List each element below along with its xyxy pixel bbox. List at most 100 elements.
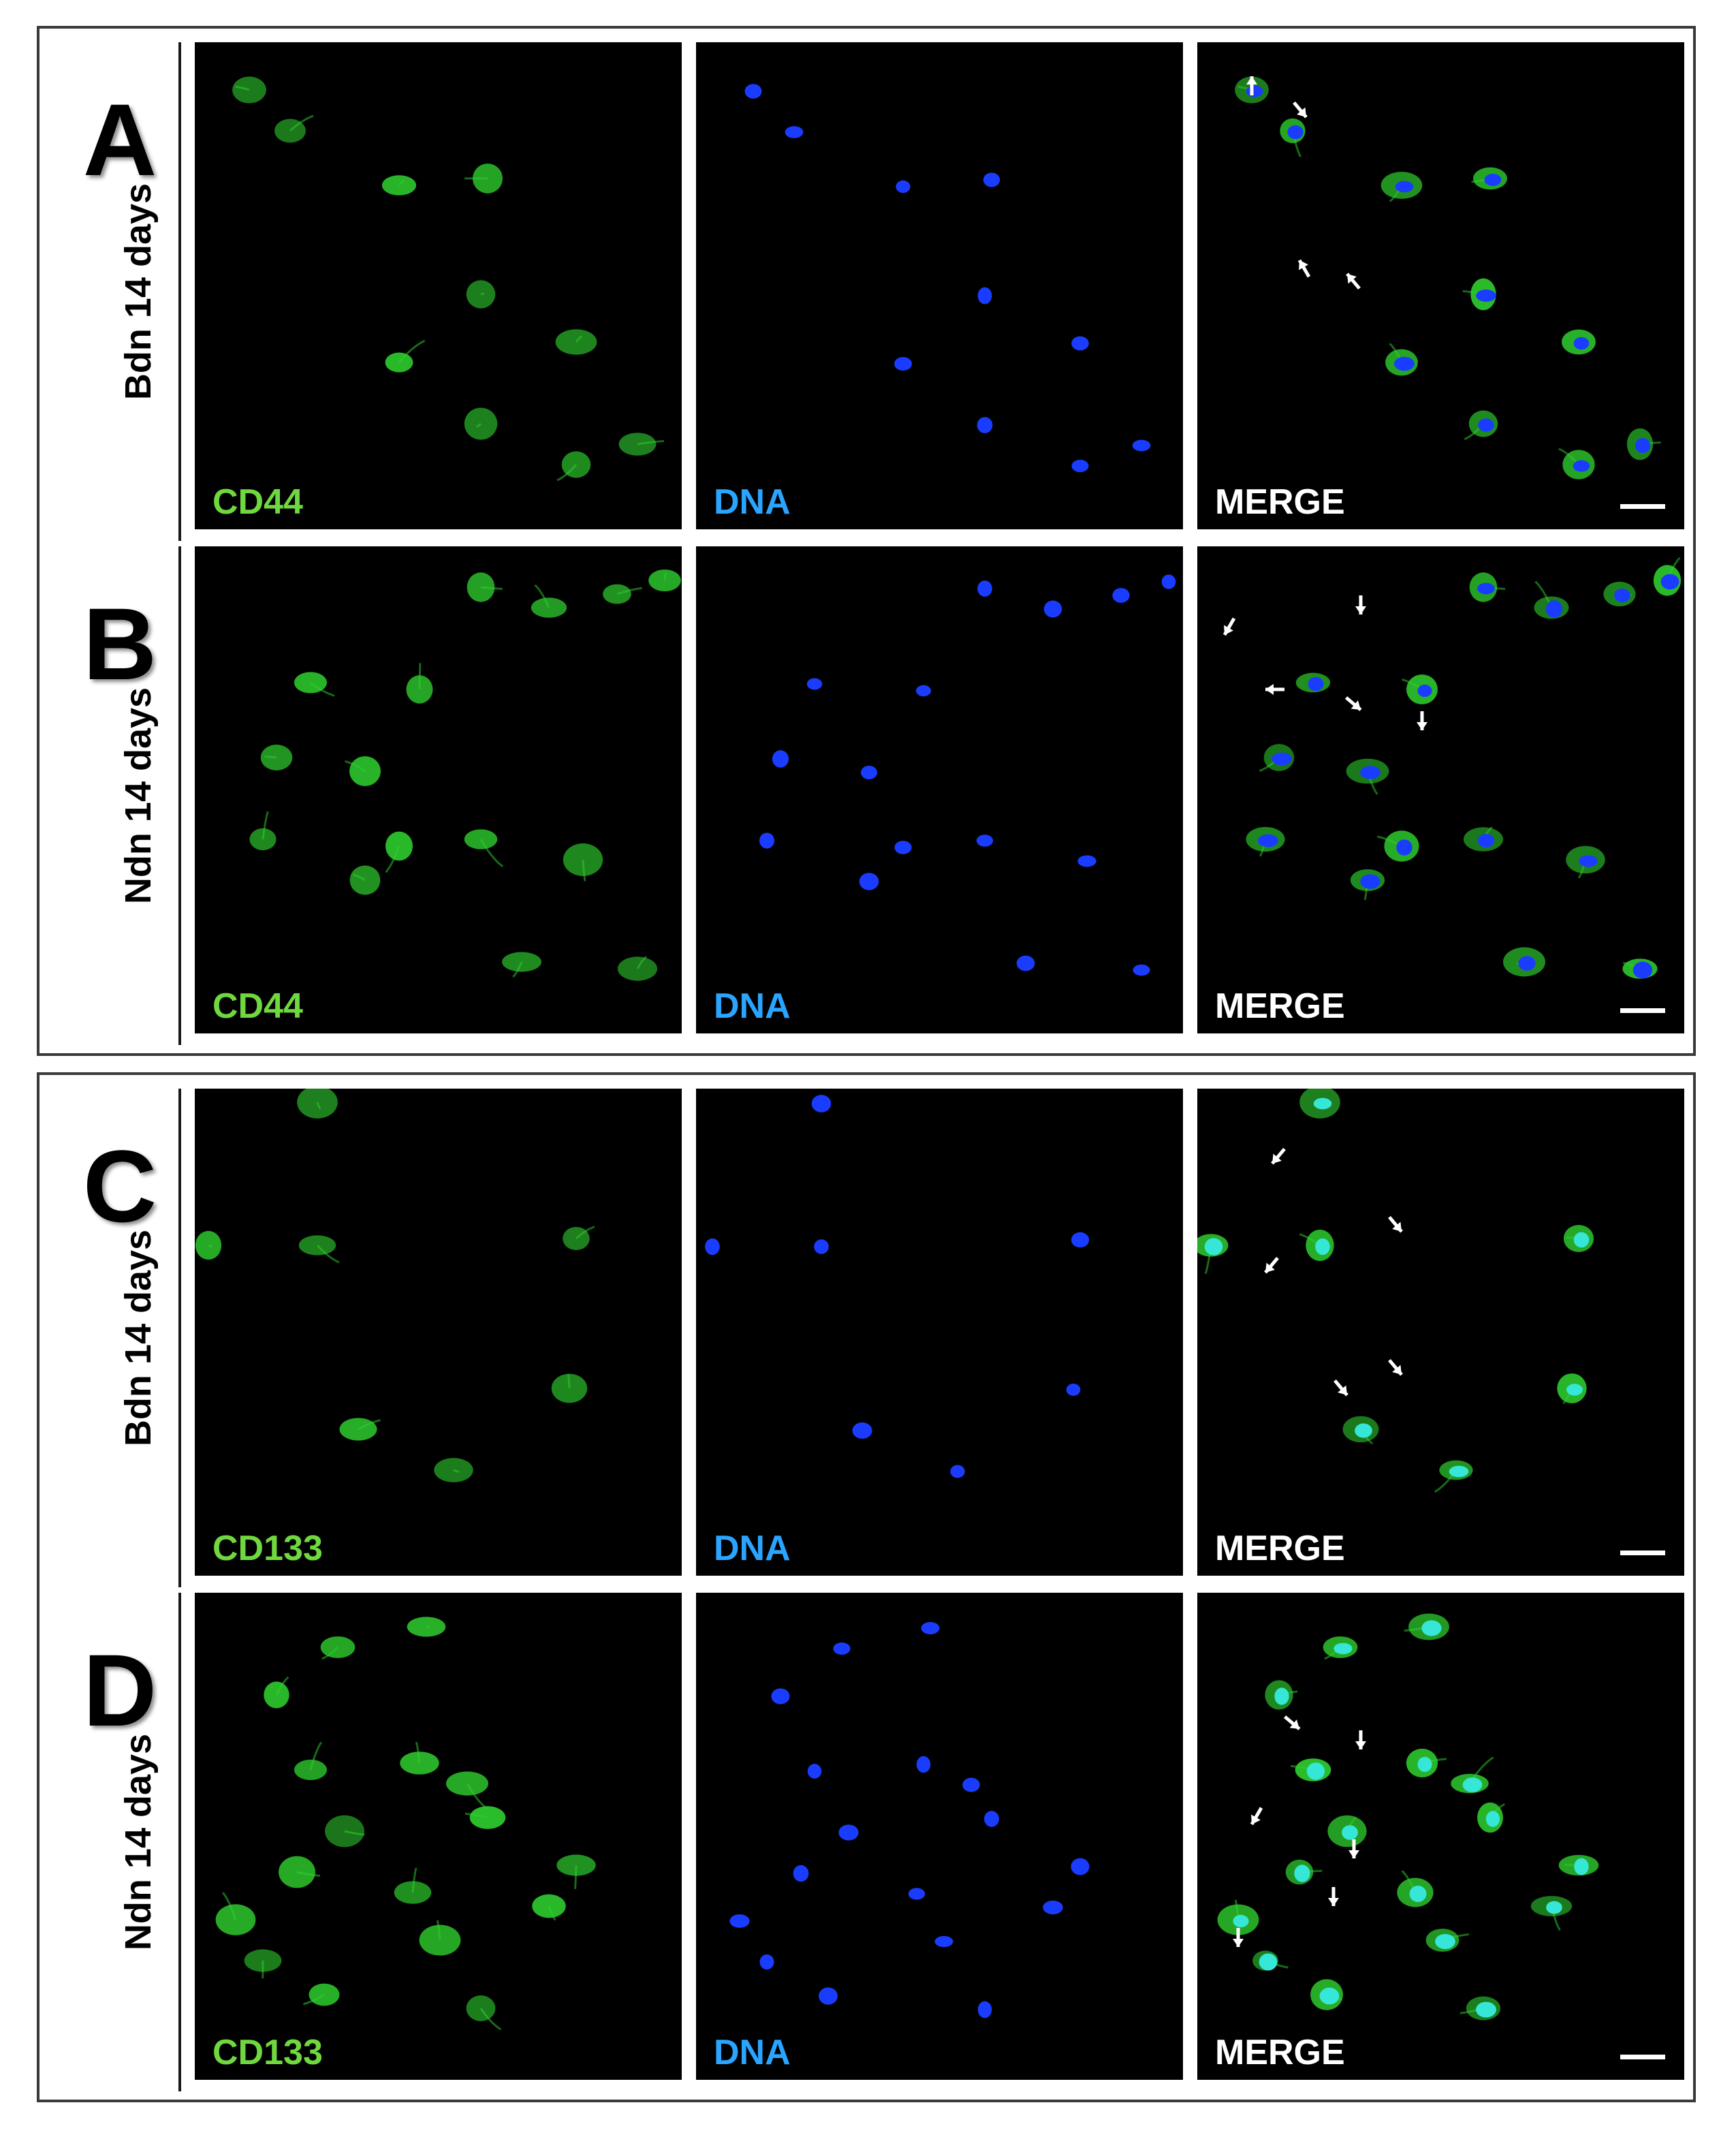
nucleus [915, 685, 932, 697]
nucleus [1462, 1777, 1483, 1792]
cell-process [398, 179, 405, 186]
micrograph-image [215, 1617, 596, 2031]
nucleus [1258, 834, 1278, 847]
panel-letter-d: D [82, 1633, 157, 1747]
nucleus [705, 1238, 720, 1256]
micrograph-d-merge: MERGE [1197, 1593, 1684, 2080]
arrow-icon [1348, 1839, 1359, 1858]
nucleus [1272, 752, 1292, 766]
channel-label-merge: MERGE [1215, 482, 1345, 522]
arrow-icon [1388, 1358, 1403, 1376]
nucleus [1574, 1858, 1589, 1875]
nucleus [1573, 460, 1590, 472]
nucleus [807, 1764, 822, 1779]
cell-process [385, 845, 400, 873]
channel-label-merge: MERGE [1215, 1529, 1345, 1568]
cell-marker-stain [244, 1949, 282, 1972]
panel-letter-a: A [82, 82, 157, 197]
micrograph-d-dna: DNA [696, 1593, 1183, 2080]
arrow-icon [1264, 1256, 1279, 1274]
cell-process [426, 1625, 430, 1628]
nucleus [1417, 1756, 1432, 1773]
nucleus [1409, 1885, 1427, 1903]
micrograph-a-dna: DNA [696, 42, 1183, 529]
nucleus [819, 1987, 838, 2005]
micrograph-a-merge: MERGE [1197, 42, 1684, 529]
nucleus [1478, 418, 1494, 432]
micrograph-image [759, 574, 1176, 976]
nucleus [1579, 855, 1598, 867]
arrow-icon [1283, 1715, 1301, 1730]
nucleus [759, 1954, 774, 1970]
nucleus [1333, 1642, 1353, 1655]
micrograph-image [1197, 1089, 1594, 1493]
cell-process [316, 1245, 340, 1264]
nucleus [1476, 290, 1496, 302]
nucleus [785, 126, 804, 138]
nucleus [1043, 1900, 1063, 1915]
nucleus [1545, 600, 1563, 618]
nucleus [1394, 356, 1415, 371]
nucleus [833, 1642, 851, 1655]
nucleus [934, 1935, 953, 1948]
micrograph-c-cd133: CD133 [195, 1089, 682, 1576]
arrow-icon [1346, 272, 1361, 290]
nucleus [1435, 1933, 1455, 1950]
cell-process [310, 681, 335, 697]
nucleus [1417, 684, 1432, 698]
nucleus [916, 1756, 931, 1773]
cell-process [453, 1469, 460, 1473]
nucleus [1360, 874, 1380, 889]
micrograph-image [195, 1089, 595, 1482]
nucleus [894, 841, 912, 854]
nucleus [1274, 1687, 1289, 1705]
cell-process [575, 1226, 595, 1240]
arrow-icon [1293, 101, 1308, 119]
nucleus [1566, 1384, 1583, 1396]
cell-process [556, 464, 578, 482]
cell-process [275, 1676, 289, 1696]
cell-process [262, 811, 269, 840]
nucleus [1355, 1423, 1372, 1438]
cell-process [309, 1741, 322, 1771]
micrograph-image [249, 569, 681, 981]
row-divider [178, 1089, 181, 1587]
condition-label-a: Bdn 14 days [118, 183, 159, 401]
channel-label-merge: MERGE [1215, 986, 1345, 1026]
nucleus [1071, 459, 1089, 473]
nucleus [1306, 1762, 1325, 1780]
cell-process [321, 1646, 339, 1660]
cell-process [534, 584, 550, 608]
cell-process [411, 1867, 417, 1893]
scale-bar [1620, 1550, 1665, 1555]
nucleus [811, 1095, 832, 1112]
cell-process [303, 1993, 325, 2006]
cell-process [663, 572, 667, 581]
cell-process [582, 859, 586, 882]
micrograph-a-cd44: CD44 [195, 42, 682, 529]
nucleus [1132, 439, 1151, 452]
nucleus [814, 1239, 829, 1254]
condition-label-d: Ndn 14 days [118, 1733, 159, 1951]
arrow-icon [1333, 1379, 1348, 1397]
cell-process [296, 1871, 321, 1877]
cell-process [344, 1830, 365, 1836]
channel-label-merge: MERGE [1215, 2033, 1345, 2072]
arrow-icon [1246, 76, 1257, 95]
nucleus [977, 287, 992, 305]
micrograph-image [744, 84, 1151, 473]
arrow-icon [1222, 617, 1236, 636]
nucleus [772, 750, 789, 768]
nucleus [1313, 1097, 1332, 1110]
row-divider [178, 1593, 181, 2091]
nucleus [962, 1777, 980, 1792]
nucleus [1071, 1858, 1090, 1875]
nucleus [859, 873, 879, 890]
micrograph-image [1217, 1613, 1599, 2021]
nucleus [1476, 2001, 1496, 2018]
arrow-icon [1233, 1928, 1244, 1947]
nucleus [1632, 961, 1653, 979]
nucleus [1071, 336, 1089, 351]
micrograph-c-merge: MERGE [1197, 1089, 1684, 1576]
row-divider [178, 42, 181, 541]
